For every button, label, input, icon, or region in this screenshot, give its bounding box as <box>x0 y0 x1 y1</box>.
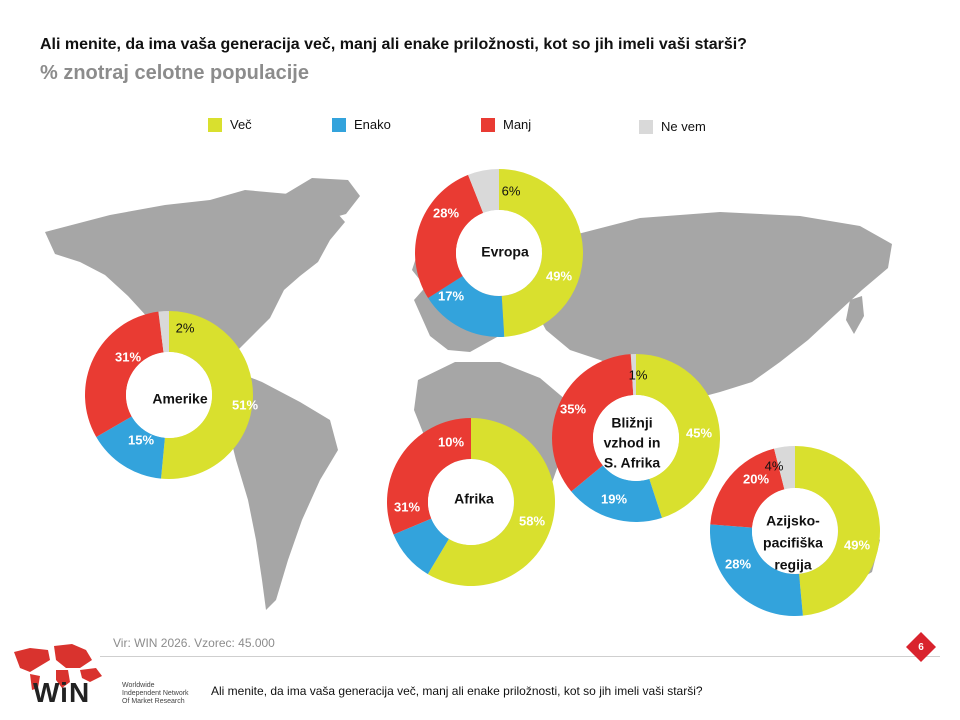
donut-slice <box>710 524 803 616</box>
legend-swatch <box>639 119 653 134</box>
legend-item-ne-vem: Ne vem <box>639 119 706 134</box>
data-label: 4% <box>765 458 784 473</box>
legend-label: Enako <box>354 117 391 132</box>
page-number: 6 <box>918 642 924 653</box>
south-america-shape <box>226 370 338 610</box>
donut-slice <box>499 169 584 337</box>
page-badge-icon <box>906 632 936 662</box>
donut-slice <box>795 446 880 616</box>
legend-label: Ne vem <box>661 119 706 134</box>
data-label: 10% <box>438 434 464 449</box>
logo-sub-line: Worldwide <box>122 682 155 689</box>
donut-slice <box>96 416 165 479</box>
legend-item-manj: Manj <box>481 117 531 132</box>
donut-hole <box>456 210 542 296</box>
data-label: 58% <box>519 513 545 528</box>
donut-slice <box>552 354 634 492</box>
donut-slice <box>571 465 662 522</box>
legend-label: Manj <box>503 117 532 132</box>
legend-swatch <box>208 117 222 132</box>
region-label: Evropa <box>481 244 529 260</box>
data-label: 28% <box>433 205 459 220</box>
donut-slice <box>427 418 556 586</box>
footer-divider <box>100 656 940 657</box>
donut-slice <box>468 169 499 214</box>
data-label: 19% <box>601 491 627 506</box>
donut-slice <box>161 310 254 480</box>
data-label: 31% <box>115 349 141 364</box>
region-label: regija <box>774 557 812 573</box>
logo-wordmark: WiN <box>33 677 91 708</box>
data-label: 51% <box>232 397 258 412</box>
legend-item-vec: Več <box>208 117 252 132</box>
north-america-shape <box>45 190 345 372</box>
region-label: vzhod in <box>604 435 661 451</box>
donut-slice <box>393 518 449 575</box>
donut-slice <box>85 311 164 437</box>
donut-slice <box>386 418 471 535</box>
data-label: 6% <box>502 183 521 198</box>
japan-shape <box>846 296 864 334</box>
donut-hole <box>752 488 838 574</box>
donut-hole <box>428 459 514 545</box>
donut-slice <box>428 276 505 337</box>
data-label: 20% <box>743 471 769 486</box>
data-label: 28% <box>725 556 751 571</box>
donut-slice <box>636 354 720 518</box>
logo-sub-line: Independent Network <box>122 690 189 697</box>
donut-slice <box>158 311 169 353</box>
chart-title: Ali menite, da ima vaša generacija več, … <box>40 36 747 53</box>
data-label: 1% <box>629 367 648 382</box>
data-label: 49% <box>546 268 572 283</box>
source-note: Vir: WIN 2026. Vzorec: 45.000 <box>113 636 275 650</box>
legend-label: Več <box>230 117 252 132</box>
data-label: 35% <box>560 401 586 416</box>
donut-hole <box>593 395 679 481</box>
data-label: 45% <box>686 425 712 440</box>
region-label: S. Afrika <box>604 455 660 471</box>
data-label: 2% <box>176 320 195 335</box>
region-label: pacifiška <box>763 535 823 551</box>
legend-item-enako: Enako <box>332 117 391 132</box>
region-label: Afrika <box>454 491 494 507</box>
donut-slice <box>630 354 636 396</box>
footer-question: Ali menite, da ima vaša generacija več, … <box>211 684 703 698</box>
data-label: 31% <box>394 499 420 514</box>
asia-shape <box>520 212 892 400</box>
chart-subtitle: % znotraj celotne populacije <box>40 62 309 84</box>
logo-sub-line: Of Market Research <box>122 698 185 705</box>
donut-slice <box>710 448 785 528</box>
data-label: 49% <box>844 537 870 552</box>
data-label: 15% <box>128 432 154 447</box>
legend-swatch <box>332 117 346 132</box>
region-label: Amerike <box>152 391 207 407</box>
win-logo-map-icon <box>14 644 102 690</box>
donut-slice <box>774 446 795 490</box>
logo-subtitle: Worldwide Independent Network Of Market … <box>122 682 189 706</box>
donut-hole <box>126 352 212 438</box>
region-label: Azijsko- <box>766 513 820 529</box>
donut-slice <box>415 174 484 299</box>
region-label: Bližnji <box>611 415 652 431</box>
greenland-shape <box>282 178 360 222</box>
data-label: 17% <box>438 288 464 303</box>
legend-swatch <box>481 117 495 132</box>
